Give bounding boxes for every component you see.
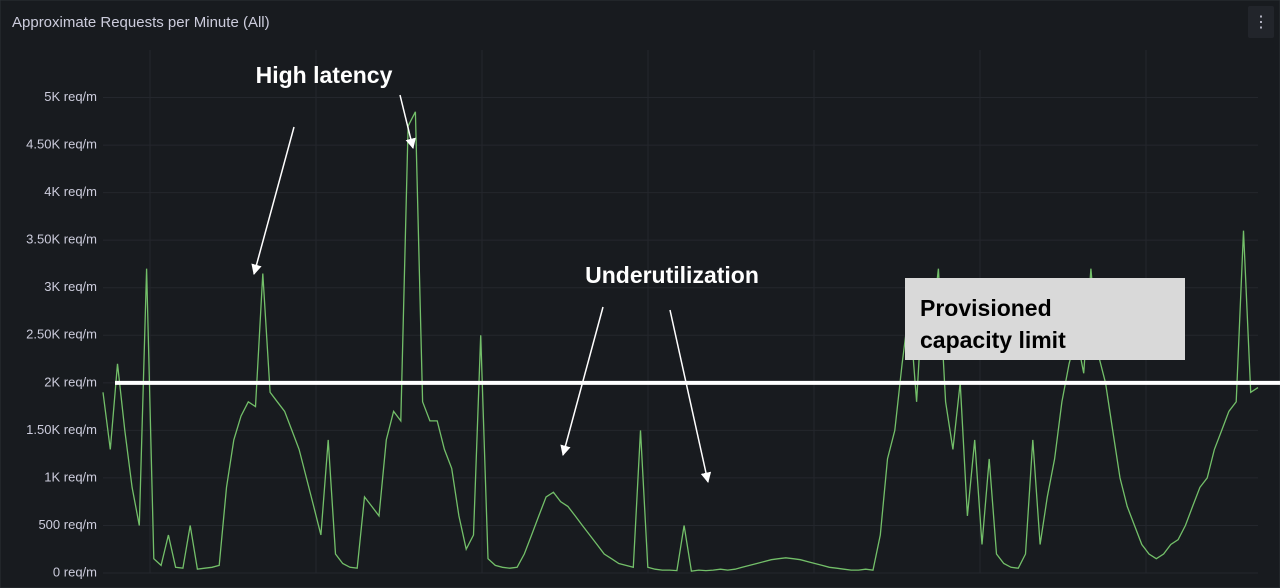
plot (102, 111, 1280, 572)
label-box (905, 278, 1185, 360)
y-tick-label: 5K req/m (44, 89, 97, 104)
y-tick-label: 1.50K req/m (26, 422, 97, 437)
annotation: High latency (256, 62, 393, 88)
y-tick-label: 4K req/m (44, 184, 97, 199)
menu-button[interactable] (1248, 6, 1274, 38)
threshold-label: capacity limit (920, 327, 1066, 353)
chart-title: Approximate Requests per Minute (All) (12, 14, 270, 31)
arrow (669, 309, 712, 484)
y-tick-label: 2K req/m (44, 374, 97, 389)
y-tick-label: 3K req/m (44, 279, 97, 294)
y-tick-label: 4.50K req/m (26, 137, 97, 152)
arrow (251, 126, 295, 276)
y-tick-label: 3.50K req/m (26, 232, 97, 247)
y-tick-label: 0 req/m (53, 564, 97, 579)
y-tick-label: 2.50K req/m (26, 327, 97, 342)
y-tick-label: 500 req/m (38, 517, 97, 532)
arrow (399, 94, 416, 150)
annotation: Underutilization (585, 262, 759, 288)
threshold-label: Provisioned (920, 295, 1052, 321)
overlay: High latency Underutilization Provisione… (251, 62, 1185, 484)
y-tick-label: 1K req/m (44, 469, 97, 484)
menu-icon[interactable]: ⋮ (1253, 14, 1269, 31)
arrow (560, 306, 604, 457)
